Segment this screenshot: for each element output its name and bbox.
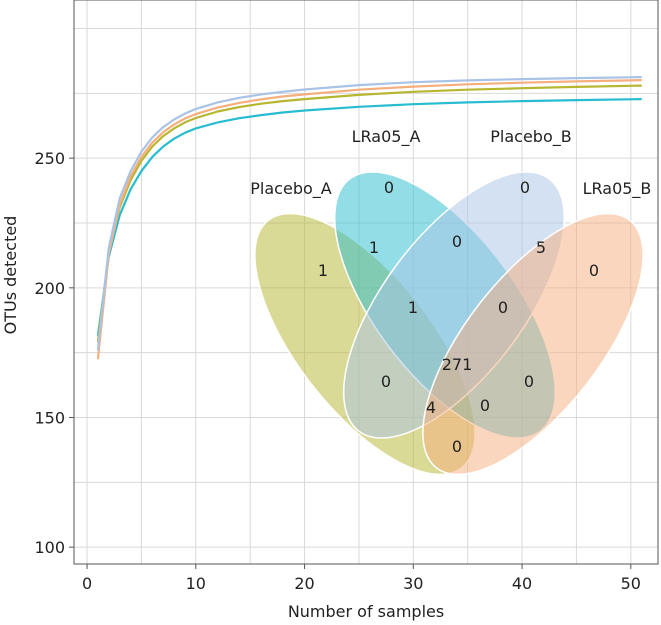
y-tick-label: 150: [34, 408, 65, 427]
x-tick-label: 40: [512, 574, 532, 593]
x-tick-label: 20: [294, 574, 314, 593]
x-tick-label: 30: [403, 574, 423, 593]
venn-count: 0: [381, 372, 391, 391]
x-tick-label: 0: [82, 574, 92, 593]
series-line-lra05_a: [96, 98, 642, 336]
venn-count: 5: [536, 238, 546, 257]
venn-count: 1: [369, 238, 379, 257]
venn-count: 0: [452, 232, 462, 251]
venn-count: 0: [520, 178, 530, 197]
x-tick-label: 50: [621, 574, 641, 593]
plot-border: [73, 0, 659, 565]
venn-count: 0: [480, 396, 490, 415]
series-line-lra05_b: [96, 79, 642, 360]
venn-set-lra05_b: [422, 212, 644, 476]
y-tick-label: 200: [34, 279, 65, 298]
venn-diagram: Placebo_A LRa05_A Placebo_B LRa05_B 1 0 0 0 1 0 5 1…: [250, 127, 652, 476]
venn-count: 0: [524, 372, 534, 391]
y-axis-title: OTUs detected: [1, 216, 20, 335]
x-tick-label: 10: [186, 574, 206, 593]
venn-count: 0: [498, 298, 508, 317]
series-lines: [96, 75, 642, 360]
venn-count: 0: [452, 437, 462, 456]
venn-label-lra05_a: LRa05_A: [352, 127, 421, 147]
series-line-placebo_b: [96, 75, 642, 351]
venn-count: 1: [318, 261, 328, 280]
y-tick-label: 100: [34, 538, 65, 557]
x-axis-title: Number of samples: [288, 602, 444, 621]
venn-label-placebo_a: Placebo_A: [250, 179, 331, 199]
venn-count: 0: [589, 261, 599, 280]
venn-label-lra05_b: LRa05_B: [583, 179, 652, 199]
y-tick-label: 250: [34, 149, 65, 168]
venn-count: 271: [442, 355, 473, 374]
series-line-placebo_a: [96, 84, 642, 343]
venn-count: 4: [426, 398, 436, 417]
venn-count: 1: [408, 298, 418, 317]
venn-label-placebo_b: Placebo_B: [490, 127, 571, 147]
venn-count: 0: [384, 178, 394, 197]
